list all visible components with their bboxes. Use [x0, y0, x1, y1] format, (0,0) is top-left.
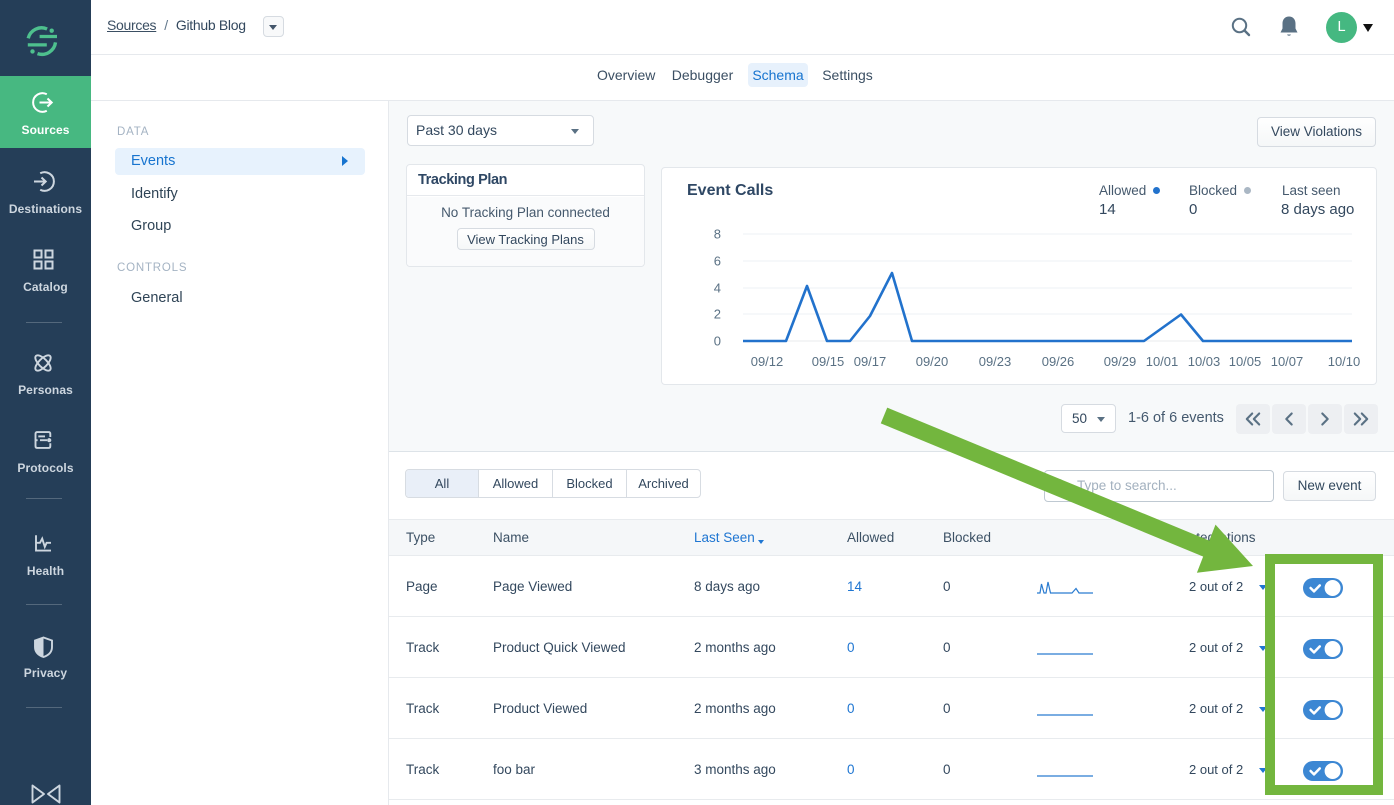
- svg-text:10/10: 10/10: [1328, 354, 1361, 369]
- svg-text:10/05: 10/05: [1229, 354, 1262, 369]
- svg-text:09/15: 09/15: [812, 354, 845, 369]
- svg-text:09/20: 09/20: [916, 354, 949, 369]
- svg-text:10/07: 10/07: [1271, 354, 1304, 369]
- svg-text:09/29: 09/29: [1104, 354, 1137, 369]
- svg-text:09/17: 09/17: [854, 354, 887, 369]
- svg-text:09/23: 09/23: [979, 354, 1012, 369]
- svg-text:09/26: 09/26: [1042, 354, 1075, 369]
- svg-text:10/03: 10/03: [1188, 354, 1221, 369]
- svg-text:10/01: 10/01: [1146, 354, 1179, 369]
- svg-text:8: 8: [714, 227, 721, 242]
- svg-text:2: 2: [714, 307, 721, 322]
- svg-text:6: 6: [714, 254, 721, 269]
- svg-text:0: 0: [714, 334, 721, 349]
- svg-text:4: 4: [714, 281, 721, 296]
- svg-text:09/12: 09/12: [751, 354, 784, 369]
